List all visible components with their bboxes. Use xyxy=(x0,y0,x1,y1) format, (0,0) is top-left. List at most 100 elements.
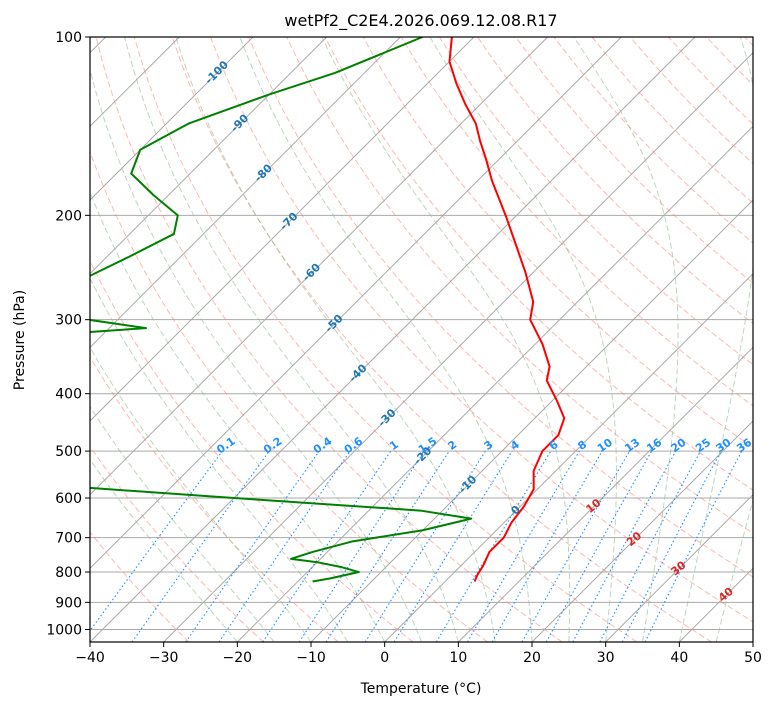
mixing-ratio-label: 0.4 xyxy=(311,434,335,456)
isotherm-line xyxy=(90,37,549,496)
moist-adiabat-line xyxy=(678,37,753,642)
chart-title: wetPf2_C2E4.2026.069.12.08.R17 xyxy=(284,11,557,31)
mixing-ratio-label: 25 xyxy=(693,436,713,455)
dry-adiabat-line xyxy=(668,37,753,125)
dry-adiabat-line xyxy=(90,259,414,642)
isotherm-line xyxy=(752,641,753,642)
moist-adiabat-line xyxy=(90,458,238,642)
isotherm-line xyxy=(605,493,753,642)
mixing-ratio-line xyxy=(185,450,320,642)
x-tick-label: 0 xyxy=(380,650,389,666)
x-tick-label: 10 xyxy=(449,650,467,666)
mixing-ratio-label: 30 xyxy=(714,436,734,456)
x-tick-label: 20 xyxy=(523,650,541,666)
isotherm-line xyxy=(163,51,753,642)
isoline-labels: -100-90-80-70-60-50-40-30-20-1000.1 0.2 0.… xyxy=(202,58,754,605)
moist-adiabat-line xyxy=(321,37,571,642)
moist-adiabat-line xyxy=(90,405,275,642)
mixing-ratio-label: 0.2 xyxy=(261,435,284,457)
series-lines xyxy=(90,37,566,583)
dry-adiabat-line xyxy=(171,37,712,642)
moist-adiabat-line xyxy=(90,190,386,642)
mixing-ratio-line xyxy=(298,450,425,642)
dry-adiabat-line xyxy=(439,37,753,366)
moist-adiabat-line xyxy=(124,37,459,642)
dry-adiabat-line xyxy=(90,150,488,642)
dry-adiabat-line xyxy=(744,37,753,47)
isotherm-line xyxy=(384,272,753,642)
dry-adiabat-line xyxy=(90,356,339,642)
y-tick-label: 400 xyxy=(55,387,82,403)
dry-adiabat-line xyxy=(133,37,638,642)
isotherm-line xyxy=(90,37,254,201)
x-tick-label: −10 xyxy=(296,650,326,666)
isotherm-line xyxy=(310,199,753,642)
x-tick-label: 40 xyxy=(670,650,688,666)
x-axis: −40 −30 −20 −10 0 10 20 30 40 50 xyxy=(75,642,762,666)
moist-adiabat-line xyxy=(239,37,533,642)
moist-adiabat-line xyxy=(90,346,312,642)
mixing-ratio-line xyxy=(644,450,743,642)
dry-adiabat-line xyxy=(286,37,753,534)
moist-adiabat-line xyxy=(90,277,349,642)
y-tick-label: 200 xyxy=(55,208,82,224)
x-tick-label: −30 xyxy=(149,650,179,666)
temperature-profile-line xyxy=(448,37,566,582)
dry-adiabat-line xyxy=(90,445,264,642)
dry-adiabat-line xyxy=(90,531,190,642)
isotherm-line xyxy=(90,37,401,349)
mixing-ratio-label: 36 xyxy=(734,436,754,456)
mixing-ratio-label: 0.6 xyxy=(342,434,366,456)
background-lines xyxy=(90,37,753,642)
isotherm-line xyxy=(678,567,753,642)
dry-adiabat-line xyxy=(515,37,753,284)
mixing-ratio-line xyxy=(325,450,450,642)
plot-frame xyxy=(89,36,754,643)
mixing-ratio-line xyxy=(545,450,653,642)
dry-adiabat-line xyxy=(591,37,753,204)
moist-adiabat-line xyxy=(573,37,679,642)
isotherm-line xyxy=(531,420,753,642)
mixing-ratio-line xyxy=(393,450,513,642)
mixing-ratio-line xyxy=(90,450,223,632)
y-tick-label: 900 xyxy=(55,595,82,611)
y-axis: 100 200 300 400 500 600 700 800 900 1000 xyxy=(46,30,90,638)
moist-adiabat-line xyxy=(90,67,422,642)
y-tick-label: 700 xyxy=(55,531,82,547)
isotherm-line xyxy=(90,37,475,422)
mixing-ratio-label: 10 xyxy=(595,436,615,456)
mixing-ratio-line xyxy=(572,450,677,642)
dry-adiabat-line xyxy=(400,37,753,407)
dry-adiabat-line xyxy=(210,37,753,623)
dry-adiabat-line xyxy=(248,37,753,578)
mixing-ratio-line xyxy=(131,450,270,642)
x-tick-label: −20 xyxy=(223,650,253,666)
y-tick-label: 600 xyxy=(55,491,82,507)
mixing-ratio-line xyxy=(521,450,630,642)
dry-adiabat-line xyxy=(95,37,563,642)
moist-adiabat-line xyxy=(175,37,496,642)
y-tick-label: 100 xyxy=(55,30,82,46)
mixing-ratio-line xyxy=(218,450,351,642)
isotherm-line xyxy=(457,346,753,642)
isotherm-line xyxy=(90,37,328,275)
y-axis-title: Pressure (hPa) xyxy=(12,290,28,390)
y-tick-label: 300 xyxy=(55,313,82,329)
y-tick-label: 1000 xyxy=(46,622,82,638)
mixing-ratio-label: 20 xyxy=(668,436,688,456)
y-tick-label: 500 xyxy=(55,444,82,460)
x-tick-label: 30 xyxy=(597,650,615,666)
dry-adiabat-line xyxy=(706,37,753,86)
x-tick-label: −40 xyxy=(75,650,105,666)
isotherm-line xyxy=(90,37,622,570)
moist-adiabat-line xyxy=(429,37,617,642)
mixing-ratio-line xyxy=(467,450,580,642)
x-axis-title: Temperature (°C) xyxy=(360,681,482,697)
x-tick-label: 50 xyxy=(744,650,762,666)
dewpoint-profile-line xyxy=(90,37,473,583)
y-tick-label: 800 xyxy=(55,565,82,581)
mixing-ratio-label: 0.1 xyxy=(214,435,237,457)
moist-adiabat-line xyxy=(715,498,753,642)
mixing-ratio-line xyxy=(262,450,392,642)
